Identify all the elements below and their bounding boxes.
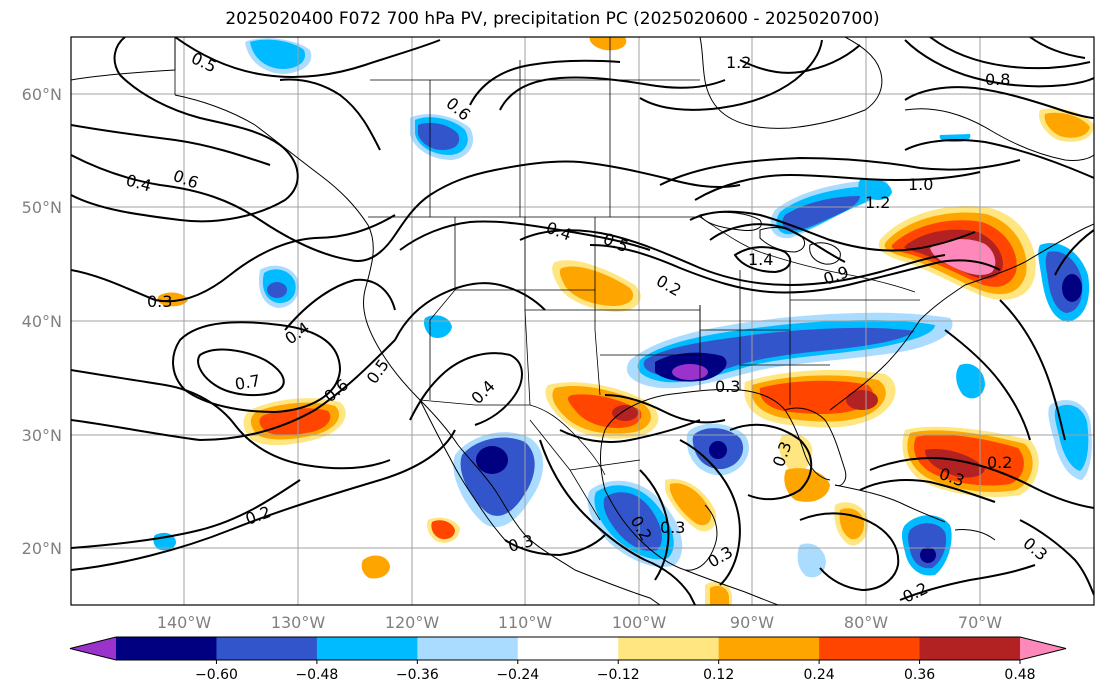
- colorbar-tick-label: −0.60: [195, 667, 238, 683]
- lat-label: 40°N: [22, 312, 62, 331]
- colorbar-tick-label: 0.12: [703, 667, 734, 683]
- lon-label: 90°W: [730, 613, 774, 632]
- lon-label: 80°W: [844, 613, 888, 632]
- political-borders: [174, 37, 920, 521]
- colorbar-tick-label: −0.24: [496, 667, 539, 683]
- colorbar-tick-label: −0.36: [396, 667, 439, 683]
- contour-label: 0.3: [147, 292, 172, 311]
- lat-label: 50°N: [22, 198, 62, 217]
- colorbar-segment: [819, 637, 921, 660]
- colorbar-segment: [919, 637, 1021, 660]
- colorbar-tick-label: 0.24: [804, 667, 835, 683]
- colorbar-segment: [216, 637, 318, 660]
- lon-label: 130°W: [271, 613, 326, 632]
- colorbar: −0.60 −0.48 −0.36 −0.24 −0.12 0.12 0.24 0.36 0.4…: [69, 636, 1105, 683]
- pv-contours: [71, 37, 1094, 605]
- lon-label: 70°W: [958, 613, 1002, 632]
- colorbar-tick-label: 0.36: [904, 667, 935, 683]
- lon-label: 100°W: [612, 613, 667, 632]
- contour-label: 0.3: [715, 377, 740, 396]
- latitude-labels: 60°N 50°N 40°N 30°N 20°N: [22, 85, 62, 558]
- colorbar-segment: [417, 637, 519, 660]
- precip-shading: [153, 37, 1094, 605]
- colorbar-extend-low: [70, 637, 116, 660]
- map-title: 2025020400 F072 700 hPa PV, precipitatio…: [225, 9, 880, 29]
- colorbar-segment: [116, 637, 217, 660]
- lon-label: 140°W: [157, 613, 212, 632]
- contour-label: 0.3: [660, 518, 685, 537]
- contour-label: 0.8: [985, 70, 1010, 89]
- lat-label: 20°N: [22, 539, 62, 558]
- neg-anomaly-gulf-peak: [672, 364, 708, 380]
- colorbar-tick-label: −0.48: [295, 667, 338, 683]
- colorbar-outline: [69, 636, 1067, 661]
- lat-label: 30°N: [22, 426, 62, 445]
- contour-label: 0.2: [987, 453, 1012, 472]
- graticule: [71, 37, 1094, 605]
- coastlines: [71, 37, 1094, 605]
- longitude-labels: 140°W 130°W 120°W 110°W 100°W 90°W 80°W …: [157, 613, 1002, 632]
- colorbar-tick-label: 0.48: [1004, 667, 1035, 683]
- lat-label: 60°N: [22, 85, 62, 104]
- colorbar-segment: [618, 637, 720, 660]
- colorbar-segment: [316, 637, 418, 660]
- contour-label: 0.7: [233, 371, 261, 394]
- colorbar-segment: [517, 637, 619, 660]
- contour-label: 1.4: [748, 250, 773, 269]
- plot-frame: [70, 36, 1095, 606]
- colorbar-tick-label: −0.12: [597, 667, 640, 683]
- lon-label: 110°W: [498, 613, 553, 632]
- colorbar-extend-high: [1020, 637, 1066, 660]
- contour-label: 1.2: [865, 193, 890, 212]
- colorbar-segment: [718, 637, 820, 660]
- contour-label: 1.0: [908, 175, 933, 194]
- lon-label: 120°W: [385, 613, 440, 632]
- contour-label: 1.2: [726, 53, 751, 72]
